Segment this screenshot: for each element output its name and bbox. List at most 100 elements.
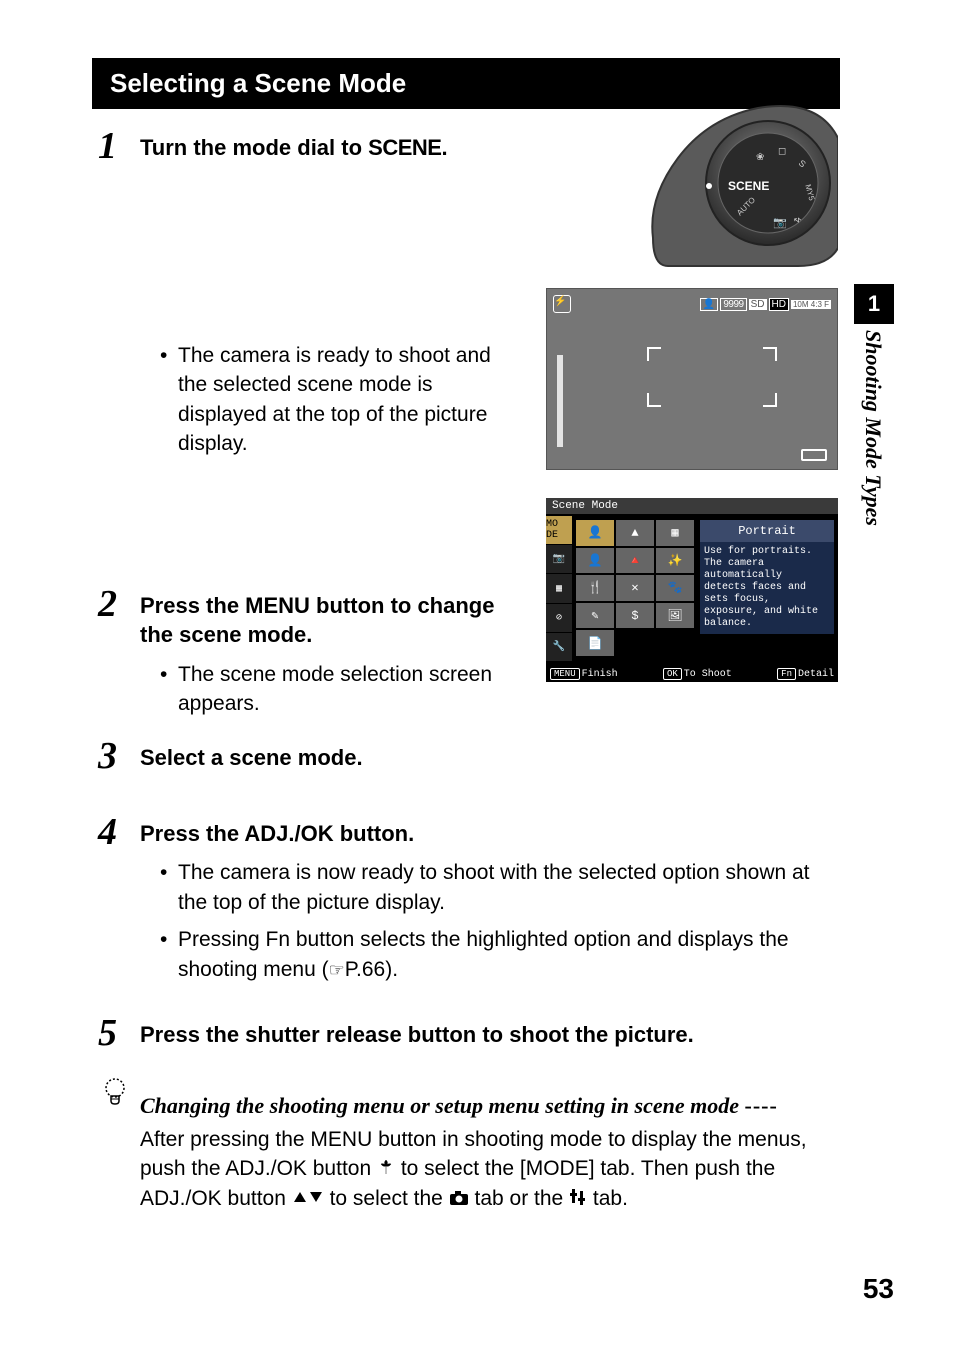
- grid-cell: ✎: [576, 603, 614, 629]
- count-badge: 9999: [720, 298, 746, 311]
- tab-mode: MO DE: [546, 516, 572, 545]
- svg-text:❀: ❀: [756, 152, 764, 163]
- sub-list: The camera is ready to shoot and the sel…: [140, 341, 510, 459]
- grid-cell: 🖼: [656, 603, 694, 629]
- sub-item-text-pre: Pressing Fn button selects the highlight…: [178, 928, 789, 980]
- mode-dial-illustration: SCENE ❀ ◻ S MY5 ↯ 📷 AUTO: [648, 98, 838, 268]
- sub-item: The camera is now ready to shoot with th…: [160, 858, 840, 917]
- step-number: 5: [98, 1014, 140, 1052]
- step-title: Select a scene mode.: [140, 743, 840, 773]
- footer-left: MENUFinish: [550, 669, 618, 680]
- step-number: 3: [98, 737, 140, 775]
- step-3: 3 Select a scene mode.: [98, 737, 840, 775]
- svg-text:📷: 📷: [773, 217, 787, 229]
- fn-key-icon: Fn: [777, 668, 796, 680]
- tip-dashes: ----: [745, 1093, 778, 1118]
- tab-disable: ⊘: [546, 604, 572, 633]
- tip-lightbulb-icon: [100, 1076, 130, 1115]
- step-title: Press the shutter release button to shoo…: [140, 1020, 840, 1050]
- lcd-preview-illustration: ⚡ 👤 9999 SD HD 10M 4:3 F: [546, 288, 838, 470]
- spacer: [0, 992, 954, 1014]
- camera-tab-icon: [449, 1185, 469, 1214]
- tip-title-text: Changing the shooting menu or setup menu…: [140, 1093, 739, 1118]
- sub-item: Pressing Fn button selects the highlight…: [160, 925, 840, 984]
- tab-camera: 📷: [546, 545, 572, 574]
- step-body: Press the ADJ./OK button. The camera is …: [140, 813, 840, 992]
- step-4: 4 Press the ADJ./OK button. The camera i…: [98, 813, 840, 992]
- dial-scene-label: SCENE: [728, 179, 769, 193]
- portrait-icon: 👤: [700, 298, 718, 311]
- spacer: [0, 1052, 954, 1074]
- step-body: Press the shutter release button to shoo…: [140, 1014, 840, 1050]
- grid-cell-empty: [656, 630, 694, 656]
- focus-bracket-br: [763, 393, 777, 407]
- chapter-number-tab: 1: [854, 284, 894, 324]
- step-sub-body: The camera is ready to shoot and the sel…: [140, 325, 510, 467]
- footer-mid: OKTo Shoot: [663, 669, 732, 680]
- grid-cell: 🔺: [616, 548, 654, 574]
- grid-cell: ✨: [656, 548, 694, 574]
- lcd-left-icons: ⚡: [553, 295, 573, 313]
- focus-bracket-tl: [647, 347, 661, 361]
- size-badge: 10M 4:3 F: [791, 300, 831, 309]
- grid-cell: 👤: [576, 520, 614, 546]
- tip-block: Changing the shooting menu or setup menu…: [140, 1092, 840, 1214]
- scene-icon-grid: 👤 ▲ ▦ 👤 🔺 ✨ 🍴 ✕ 🐾 ✎ $ 🖼 📄: [576, 520, 694, 656]
- grid-cell: $: [616, 603, 654, 629]
- setup-tab-icon: [569, 1185, 587, 1214]
- spacer: [0, 775, 954, 813]
- sub-item: The camera is ready to shoot and the sel…: [160, 341, 510, 459]
- focus-bracket-bl: [647, 393, 661, 407]
- section-header-text: Selecting a Scene Mode: [110, 68, 406, 98]
- exposure-meter-icon: [557, 355, 563, 447]
- hd-badge: HD: [769, 298, 789, 311]
- sub-item: The scene mode selection screen appears.: [160, 660, 530, 719]
- tip-title: Changing the shooting menu or setup menu…: [140, 1092, 840, 1121]
- grid-cell: 🍴: [576, 575, 614, 601]
- sub-item-text: The camera is ready to shoot and the sel…: [178, 344, 491, 455]
- lcd-top-row: ⚡ 👤 9999 SD HD 10M 4:3 F: [553, 293, 831, 315]
- tip-body-4: tab or the: [469, 1187, 569, 1210]
- grid-cell: ▲: [616, 520, 654, 546]
- sub-list: The scene mode selection screen appears.: [140, 660, 530, 719]
- sub-item-text: The scene mode selection screen appears.: [178, 663, 492, 715]
- step-title-pre: Turn the mode dial to: [140, 135, 368, 160]
- grid-cell: 👤: [576, 548, 614, 574]
- up-down-arrows-icon: [292, 1185, 324, 1214]
- sub-item-text: The camera is now ready to shoot with th…: [178, 861, 810, 913]
- step-title: Press the ADJ./OK button.: [140, 819, 840, 849]
- step-body: Press the MENU button to change the scen…: [140, 585, 530, 727]
- step-number: 1: [98, 127, 140, 165]
- grid-cell: 📄: [576, 630, 614, 656]
- sub-list: The camera is now ready to shoot with th…: [140, 858, 840, 984]
- scene-panel-desc: Use for portraits. The camera automatica…: [700, 542, 834, 634]
- battery-icon: [801, 449, 827, 461]
- page-ref-icon: ☞: [329, 959, 345, 979]
- step-number: 4: [98, 813, 140, 851]
- ok-key-icon: OK: [663, 668, 682, 680]
- sub-item-text-post: ).: [385, 958, 398, 981]
- scene-mode-word: SCENE: [368, 135, 441, 160]
- page-root: Selecting a Scene Mode 1 Turn the mode d…: [0, 0, 954, 1345]
- page-number: 53: [863, 1273, 894, 1305]
- step-5: 5 Press the shutter release button to sh…: [98, 1014, 840, 1052]
- tab-grid: ▦: [546, 574, 572, 603]
- grid-cell: ✕: [616, 575, 654, 601]
- scene-panel-title: Portrait: [700, 520, 834, 542]
- chapter-number: 1: [868, 291, 880, 317]
- tip-body-3: to select the: [324, 1187, 449, 1210]
- sd-badge: SD: [749, 299, 767, 310]
- scene-menu-tabs: MO DE 📷 ▦ ⊘ 🔧: [546, 516, 572, 662]
- scene-menu-header: Scene Mode: [546, 498, 838, 514]
- step-title-post: .: [441, 135, 447, 160]
- svg-text:◻: ◻: [778, 146, 786, 157]
- scene-menu-illustration: Scene Mode MO DE 📷 ▦ ⊘ 🔧 👤 ▲ ▦ 👤 🔺 ✨ 🍴 ✕…: [546, 498, 838, 682]
- footer-right: FnDetail: [777, 669, 834, 680]
- grid-cell-empty: [616, 630, 654, 656]
- chapter-title-vertical: Shooting Mode Types: [856, 330, 886, 610]
- step-title: Press the MENU button to change the scen…: [140, 591, 530, 650]
- scene-menu-footer: MENUFinish OKTo Shoot FnDetail: [550, 669, 834, 680]
- grid-cell: 🐾: [656, 575, 694, 601]
- tip-body: After pressing the MENU button in shooti…: [140, 1125, 840, 1215]
- page-ref: P.66: [345, 958, 386, 981]
